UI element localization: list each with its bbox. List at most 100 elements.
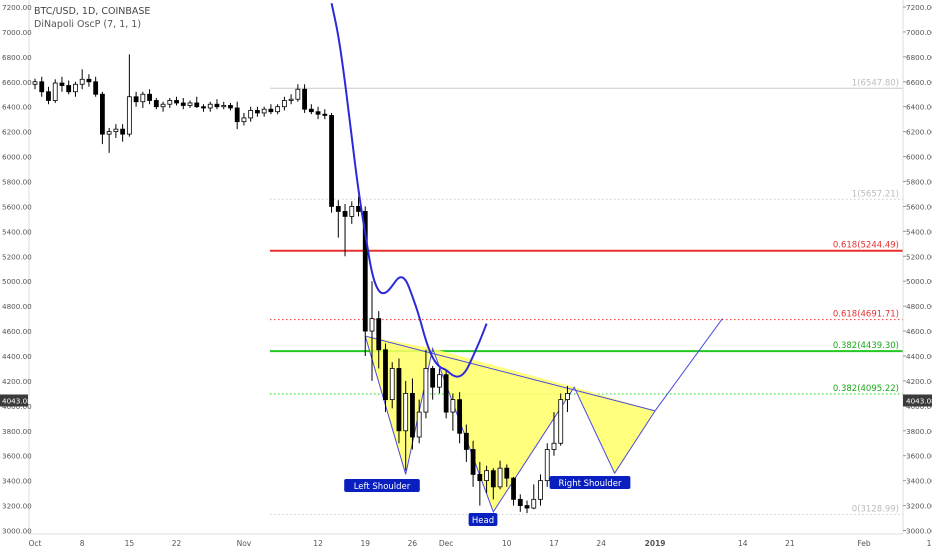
- candle-40: [302, 84, 308, 113]
- left-tick-label: 6000.00: [2, 153, 32, 162]
- candle-body: [443, 374, 449, 413]
- level-label-ext-1: 1(6547.80): [852, 78, 899, 88]
- right-tick-label: 4400.00: [906, 352, 932, 361]
- left-tick-label: 5200.00: [2, 252, 32, 261]
- right-tick-label: 6000.00: [906, 153, 932, 162]
- time-tick-label: 26: [408, 539, 418, 548]
- candle-35: [268, 104, 274, 115]
- level-label-fib-382-a: 0.382(4439.30): [833, 341, 899, 351]
- right-tick-label: 3200.00: [906, 502, 932, 511]
- candle-51: [376, 311, 382, 369]
- symbol-title: BTC/USD, 1D, COINBASE: [34, 6, 151, 17]
- candle-body: [322, 113, 328, 116]
- candle-21: [174, 96, 179, 106]
- candle-72: [517, 494, 523, 512]
- candle-59: [430, 365, 436, 400]
- candle-55: [403, 380, 409, 471]
- candle-body: [315, 111, 321, 115]
- candle-58: [423, 349, 429, 419]
- candle-77: [551, 412, 557, 456]
- left-tick-label: 3400.00: [2, 477, 32, 486]
- pattern-fill-head: [432, 348, 575, 512]
- candle-body: [73, 83, 78, 93]
- candle-body: [133, 96, 139, 103]
- candle-body: [335, 206, 341, 212]
- candle-body: [79, 78, 85, 85]
- candle-body: [180, 102, 186, 106]
- candle-body: [140, 93, 146, 103]
- candle-body: [490, 470, 496, 488]
- candle-body: [93, 81, 99, 95]
- right-shoulder-label-bg: [549, 476, 631, 489]
- time-tick-label: 24: [596, 539, 606, 548]
- candle-body: [362, 211, 368, 332]
- candle-body: [255, 110, 260, 114]
- candle-14: [126, 54, 132, 137]
- candle-body: [565, 392, 570, 401]
- time-tick-label: 14: [738, 539, 748, 548]
- candle-45: [335, 200, 341, 238]
- candle-43: [322, 109, 328, 120]
- candle-71: [511, 476, 516, 506]
- inverse-head-shoulders-pattern: [364, 318, 723, 513]
- level-label-ext-2: 1(5657.21): [852, 189, 899, 199]
- candle-body: [416, 411, 422, 438]
- candle-body: [383, 349, 388, 401]
- candle-27: [214, 99, 220, 110]
- candle-body: [430, 368, 436, 388]
- left-tick-label: 6800.00: [2, 53, 32, 62]
- candle-41: [308, 104, 314, 115]
- candle-24: [194, 96, 200, 108]
- left-tick-label: 6200.00: [2, 128, 32, 137]
- current-price-tag-right: 4043.08: [903, 394, 932, 407]
- right-tick-label: 4200.00: [906, 377, 932, 386]
- candle-body: [477, 474, 483, 482]
- candle-16: [140, 91, 146, 108]
- left-tick-label: 6400.00: [2, 103, 32, 112]
- candle-74: [531, 484, 537, 510]
- candle-body: [538, 480, 543, 500]
- candle-25: [201, 104, 206, 112]
- level-label-base: 0(3128.99): [852, 504, 899, 514]
- level-label-fib-618-a: 0.618(5244.49): [833, 241, 899, 251]
- candle-body: [228, 105, 233, 109]
- candle-5: [66, 80, 72, 95]
- candle-65: [470, 440, 476, 487]
- candle-56: [410, 378, 415, 450]
- time-tick-label: 8: [80, 539, 85, 548]
- candle-body: [268, 108, 274, 113]
- left-tick-label: 5000.00: [2, 277, 32, 286]
- candle-body: [504, 467, 510, 479]
- left-tick-label: 4600.00: [2, 327, 32, 336]
- left-tick-label: 7000.00: [2, 28, 32, 37]
- candle-57: [416, 399, 422, 444]
- candle-body: [207, 103, 213, 109]
- candle-body: [106, 131, 112, 135]
- candle-body: [187, 102, 193, 106]
- candle-32: [248, 106, 254, 122]
- candle-body: [369, 318, 375, 332]
- candle-37: [281, 96, 287, 111]
- candle-1: [39, 76, 45, 97]
- candle-3: [52, 79, 58, 103]
- candle-body: [234, 107, 240, 123]
- candle-body: [201, 106, 206, 109]
- current-price-tag-left-bg: [0, 394, 28, 407]
- current-price-tag-left-text: 4043.08: [2, 396, 32, 405]
- candle-body: [174, 100, 179, 104]
- candle-42: [315, 106, 321, 120]
- right-tick-label: 5200.00: [906, 252, 932, 261]
- right-tick-label: 4600.00: [906, 327, 932, 336]
- right-tick-label: 3400.00: [906, 477, 932, 486]
- indicator-title: DiNapoli OscP (7, 1, 1): [34, 19, 142, 30]
- left-tick-label: 3000.00: [2, 527, 32, 536]
- candle-body: [410, 392, 415, 438]
- fibonacci-levels: 1(6547.80) 1(5657.21) 0.618(5244.49) 0.618(…: [270, 78, 903, 515]
- candle-body: [531, 498, 537, 509]
- candle-body: [66, 85, 72, 93]
- time-tick-label: 21: [785, 539, 795, 548]
- level-label-fib-618-b: 0.618(4691.71): [833, 310, 899, 320]
- candle-11: [106, 127, 112, 153]
- current-price-tag-left: 4043.08: [0, 394, 32, 407]
- pattern-fill-right-shoulder: [574, 387, 656, 474]
